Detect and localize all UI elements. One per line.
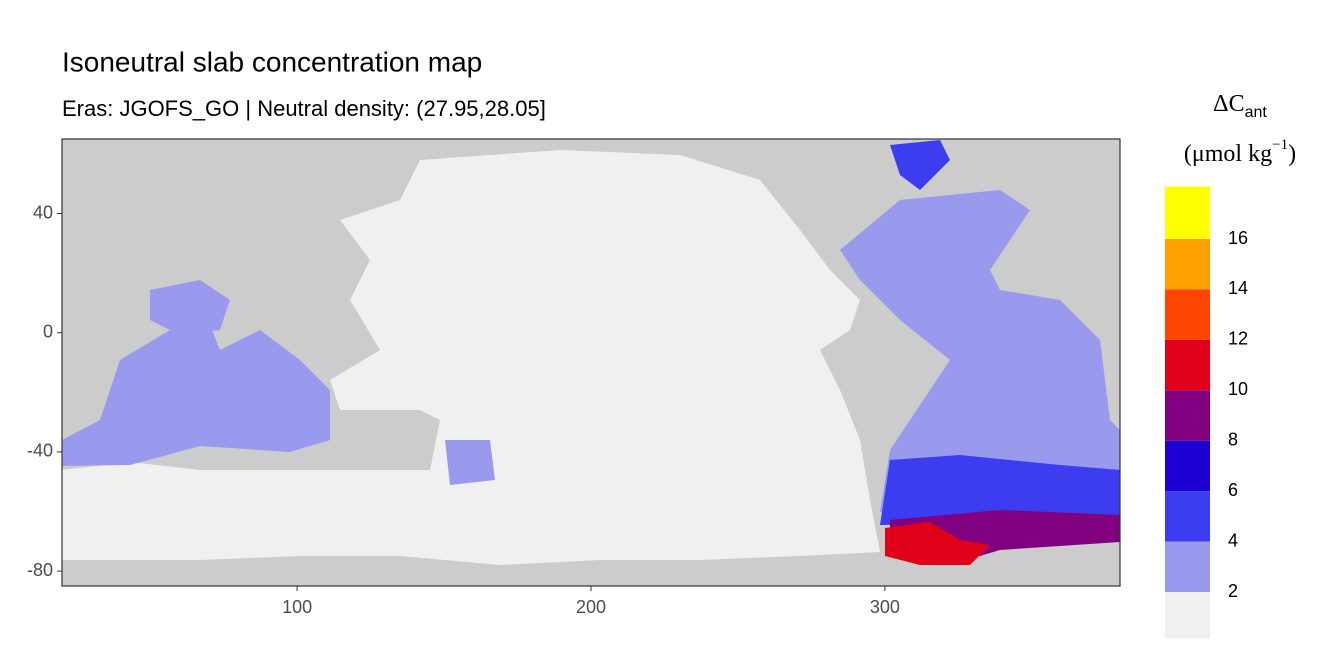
y-tick-label: -40 bbox=[27, 441, 53, 461]
legend-title-main: ΔC bbox=[1213, 91, 1244, 117]
y-tick-label: -80 bbox=[27, 560, 53, 580]
legend-label: 2 bbox=[1228, 581, 1238, 601]
x-tick-label: 100 bbox=[282, 597, 312, 617]
chart-subtitle: Eras: JGOFS_GO | Neutral density: (27.95… bbox=[62, 96, 546, 121]
legend-swatch bbox=[1165, 339, 1210, 391]
legend-swatch bbox=[1165, 186, 1210, 239]
legend-title-sub: ant bbox=[1245, 104, 1268, 121]
y-tick-label: 0 bbox=[43, 321, 53, 341]
legend-label: 4 bbox=[1228, 530, 1238, 550]
legend-label: 6 bbox=[1228, 480, 1238, 500]
legend-swatch bbox=[1165, 440, 1210, 492]
legend-label: 8 bbox=[1228, 429, 1238, 449]
legend-swatch bbox=[1165, 592, 1210, 639]
legend-title: ΔCant bbox=[1213, 91, 1267, 122]
legend-swatch bbox=[1165, 289, 1210, 340]
weddell-core bbox=[885, 522, 990, 565]
legend-unit-open: (μmol kg bbox=[1184, 141, 1272, 167]
legend-label: 14 bbox=[1228, 278, 1248, 298]
tasman-sea bbox=[445, 440, 495, 485]
legend-label: 10 bbox=[1228, 379, 1248, 399]
labrador-sea bbox=[890, 140, 950, 190]
legend-unit-close: ) bbox=[1288, 141, 1296, 167]
x-tick-label: 200 bbox=[576, 597, 606, 617]
southern-atlantic-band bbox=[880, 455, 1120, 525]
arabian-sea bbox=[150, 280, 230, 335]
legend-swatch bbox=[1165, 390, 1210, 441]
legend-unit: (μmol kg−1) bbox=[1184, 137, 1296, 166]
legend-swatch bbox=[1165, 491, 1210, 542]
pacific-ocean bbox=[62, 150, 880, 565]
atlantic-ocean bbox=[840, 190, 1120, 512]
chart-title: Isoneutral slab concentration map bbox=[62, 46, 482, 77]
map-area bbox=[62, 139, 1120, 586]
indian-ocean bbox=[62, 300, 330, 466]
legend-label: 12 bbox=[1228, 329, 1248, 349]
y-tick-label: 40 bbox=[33, 202, 53, 222]
legend-unit-sup: −1 bbox=[1272, 137, 1288, 153]
x-tick-label: 300 bbox=[870, 597, 900, 617]
legend-label: 16 bbox=[1228, 228, 1248, 248]
legend-swatch bbox=[1165, 239, 1210, 290]
legend-swatch bbox=[1165, 541, 1210, 592]
